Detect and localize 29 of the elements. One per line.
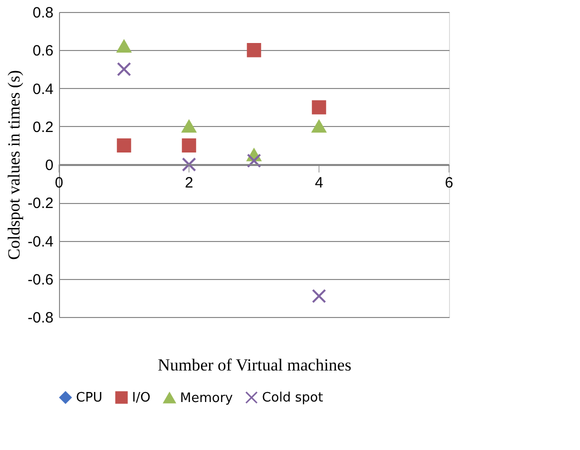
y-tick-label: 0.2 bbox=[32, 118, 54, 136]
legend-label: Cold spot bbox=[262, 390, 324, 406]
point bbox=[246, 154, 262, 168]
y-axis-title: Coldspot values in times (s) bbox=[4, 70, 24, 260]
y-tick-label: -0.8 bbox=[28, 310, 54, 326]
y-tick-label: 0.4 bbox=[32, 80, 54, 98]
point bbox=[116, 138, 132, 153]
legend-label: CPU bbox=[76, 390, 102, 406]
y-tick-label: 0.8 bbox=[32, 4, 54, 22]
x-tick-label: 4 bbox=[314, 174, 324, 192]
point bbox=[246, 43, 262, 58]
x-tick-label: 6 bbox=[444, 174, 454, 192]
x-axis-title: Number of Virtual machines bbox=[158, 356, 352, 374]
point bbox=[116, 40, 132, 53]
x-tick-label: 2 bbox=[184, 174, 194, 192]
legend-label: Memory bbox=[180, 390, 234, 406]
point bbox=[116, 62, 132, 76]
y-tick-label: -0.6 bbox=[28, 271, 54, 288]
point bbox=[182, 157, 196, 172]
legend-label: I/O bbox=[132, 390, 150, 406]
y-tick-label: 0.6 bbox=[32, 42, 54, 60]
point bbox=[312, 120, 326, 133]
point bbox=[312, 288, 326, 304]
y-tick-label: -0.4 bbox=[28, 233, 54, 250]
point bbox=[182, 120, 196, 133]
point bbox=[182, 138, 196, 153]
point bbox=[312, 100, 326, 114]
y-tick-label: -0.2 bbox=[28, 195, 54, 212]
y-tick-label: 0 bbox=[45, 157, 54, 174]
